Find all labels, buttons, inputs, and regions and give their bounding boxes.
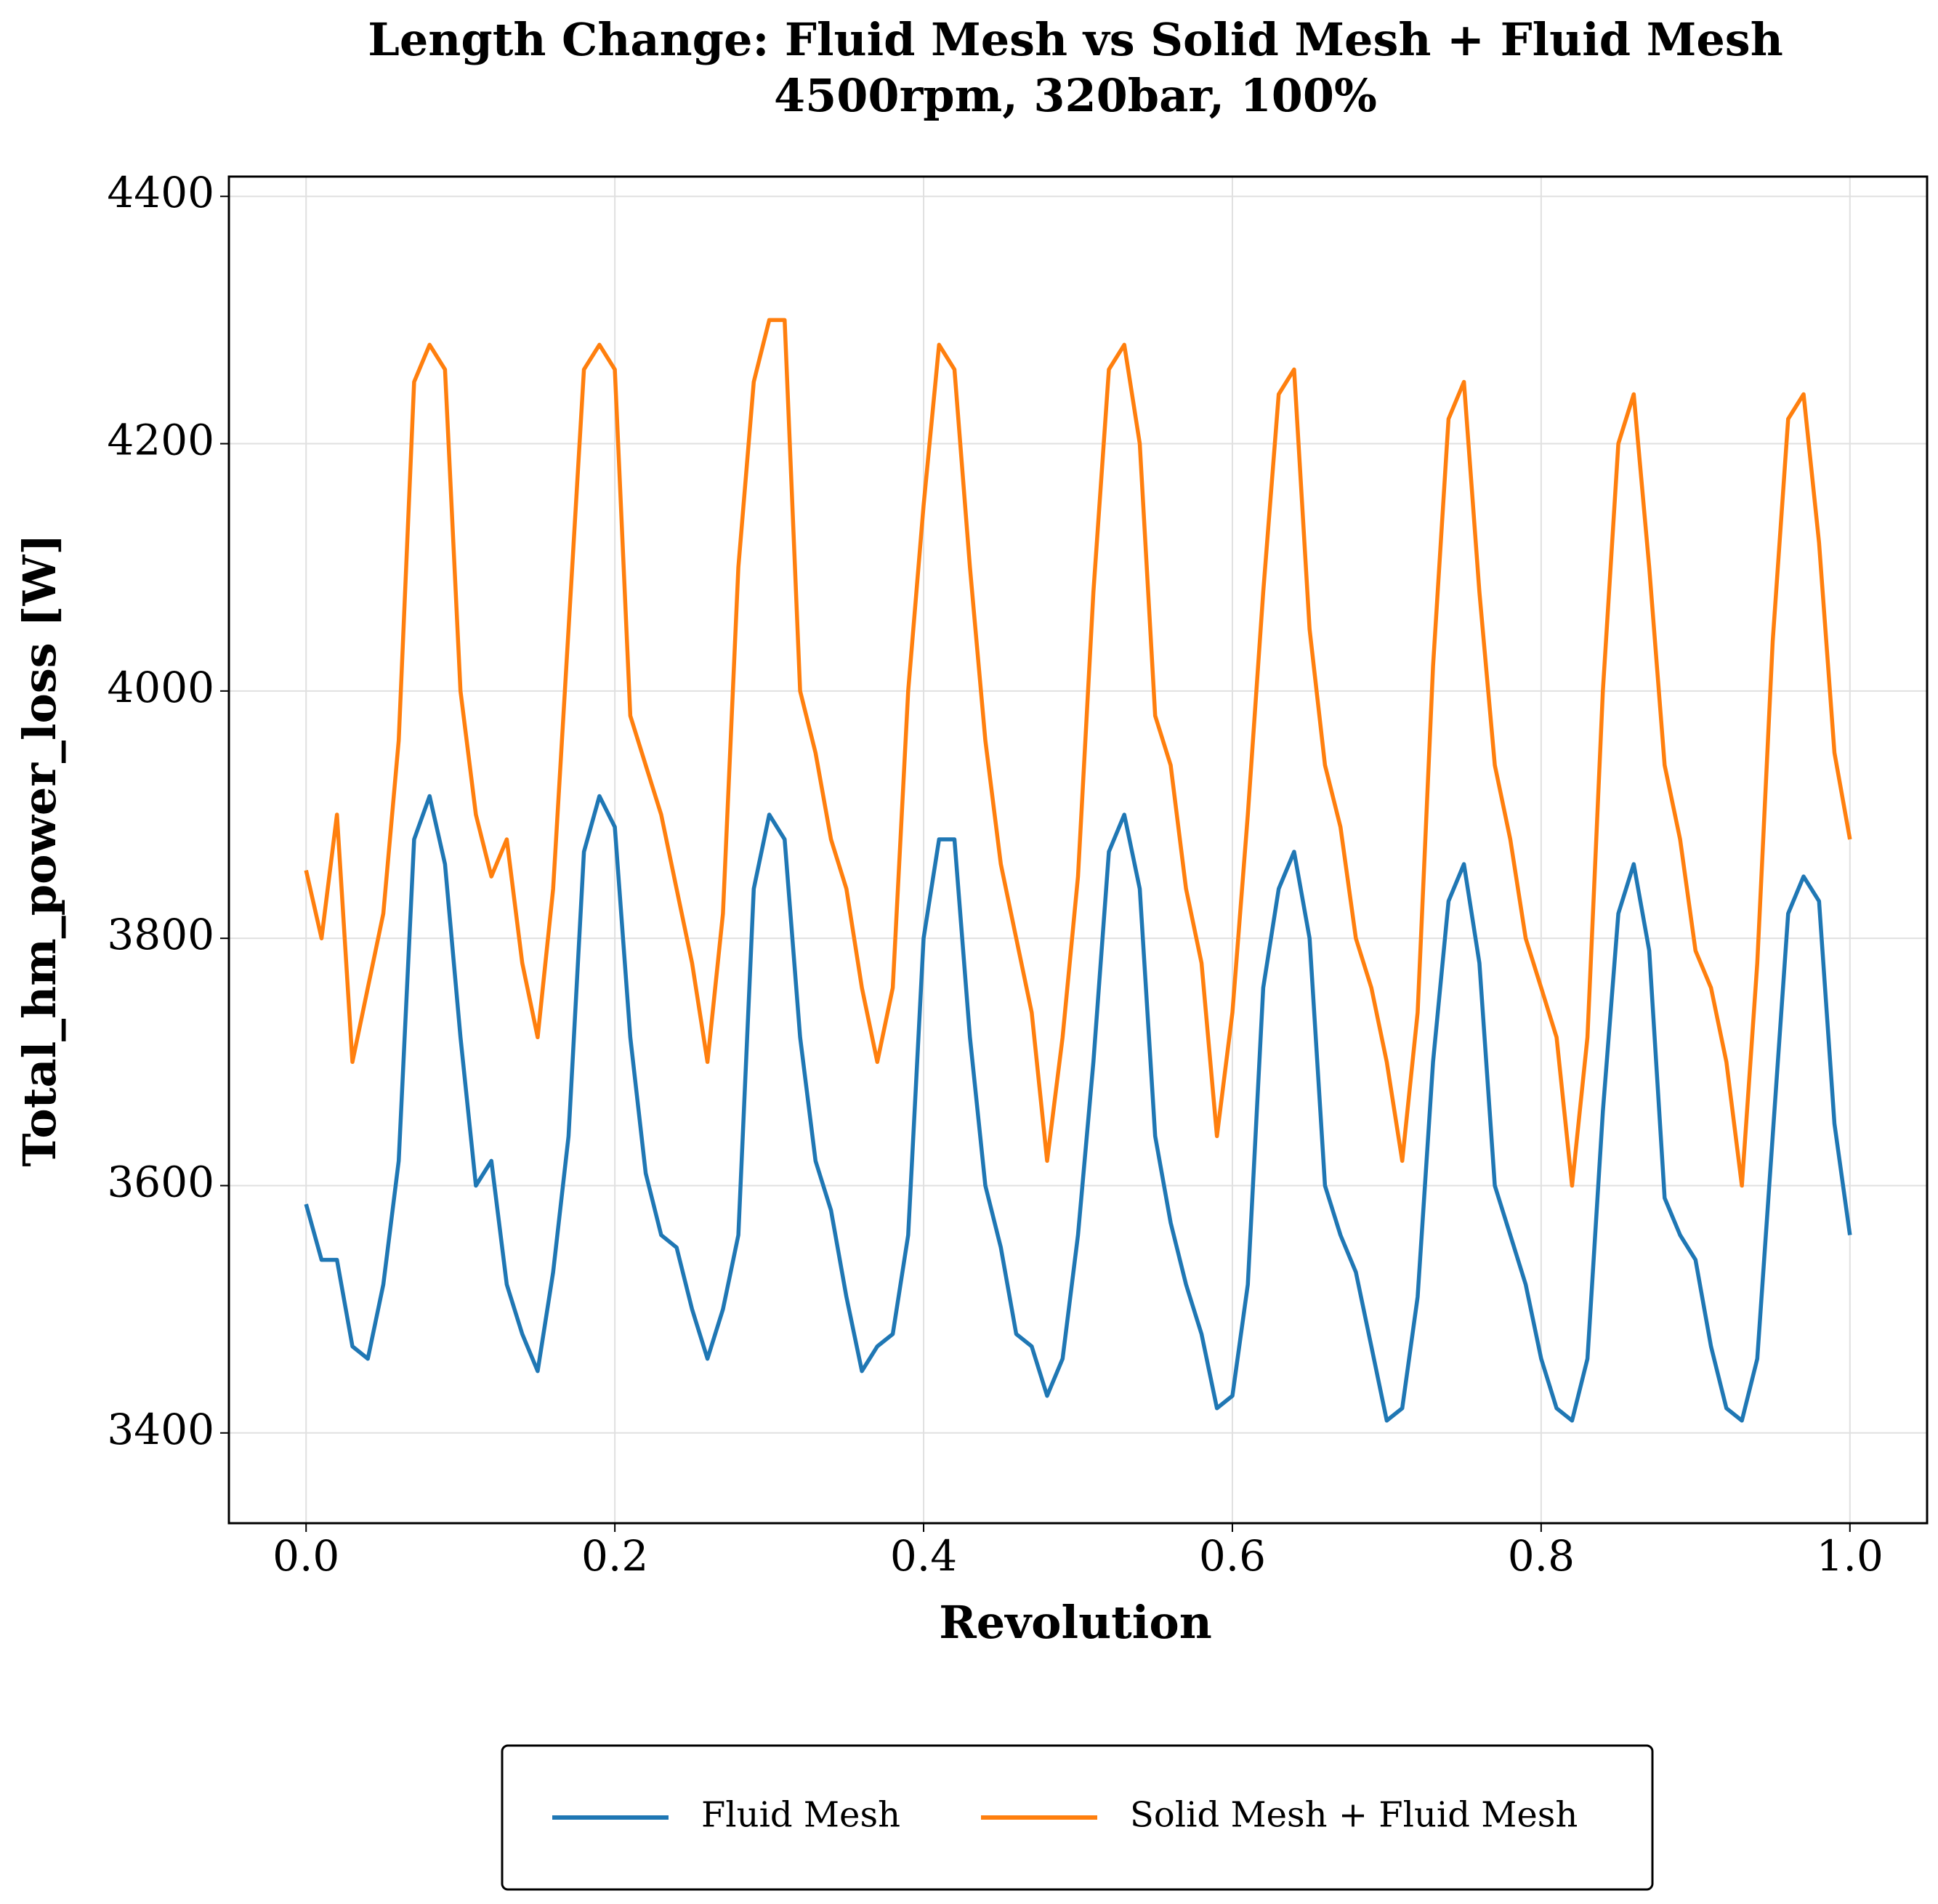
chart-subtitle: 4500rpm, 320bar, 100% (774, 69, 1377, 122)
y-axis-label: Total_hm_power_loss [W] (13, 533, 66, 1166)
plot-frame (227, 175, 1929, 1525)
legend-label: Solid Mesh + Fluid Mesh (1130, 1795, 1578, 1836)
chart-title: Length Change: Fluid Mesh vs Solid Mesh … (368, 13, 1783, 66)
y-tick-label: 3800 (107, 910, 214, 959)
x-tick-label: 0.4 (890, 1531, 957, 1581)
x-axis-label: Revolution (939, 1596, 1212, 1649)
x-tick-label: 0.6 (1199, 1531, 1266, 1581)
x-tick-label: 0.2 (581, 1531, 648, 1581)
x-tick-label: 0.0 (272, 1531, 339, 1581)
y-tick-label: 3600 (107, 1157, 214, 1206)
x-tick-label: 0.8 (1508, 1531, 1575, 1581)
y-tick-label: 4400 (107, 168, 214, 217)
y-tick-label: 3400 (107, 1405, 214, 1454)
series-line (304, 318, 1852, 1188)
legend-label: Fluid Mesh (701, 1795, 900, 1836)
x-tick-label: 1.0 (1817, 1531, 1884, 1581)
series-line (304, 794, 1852, 1423)
y-tick-label: 4000 (107, 663, 214, 712)
y-tick-label: 4200 (107, 416, 214, 465)
